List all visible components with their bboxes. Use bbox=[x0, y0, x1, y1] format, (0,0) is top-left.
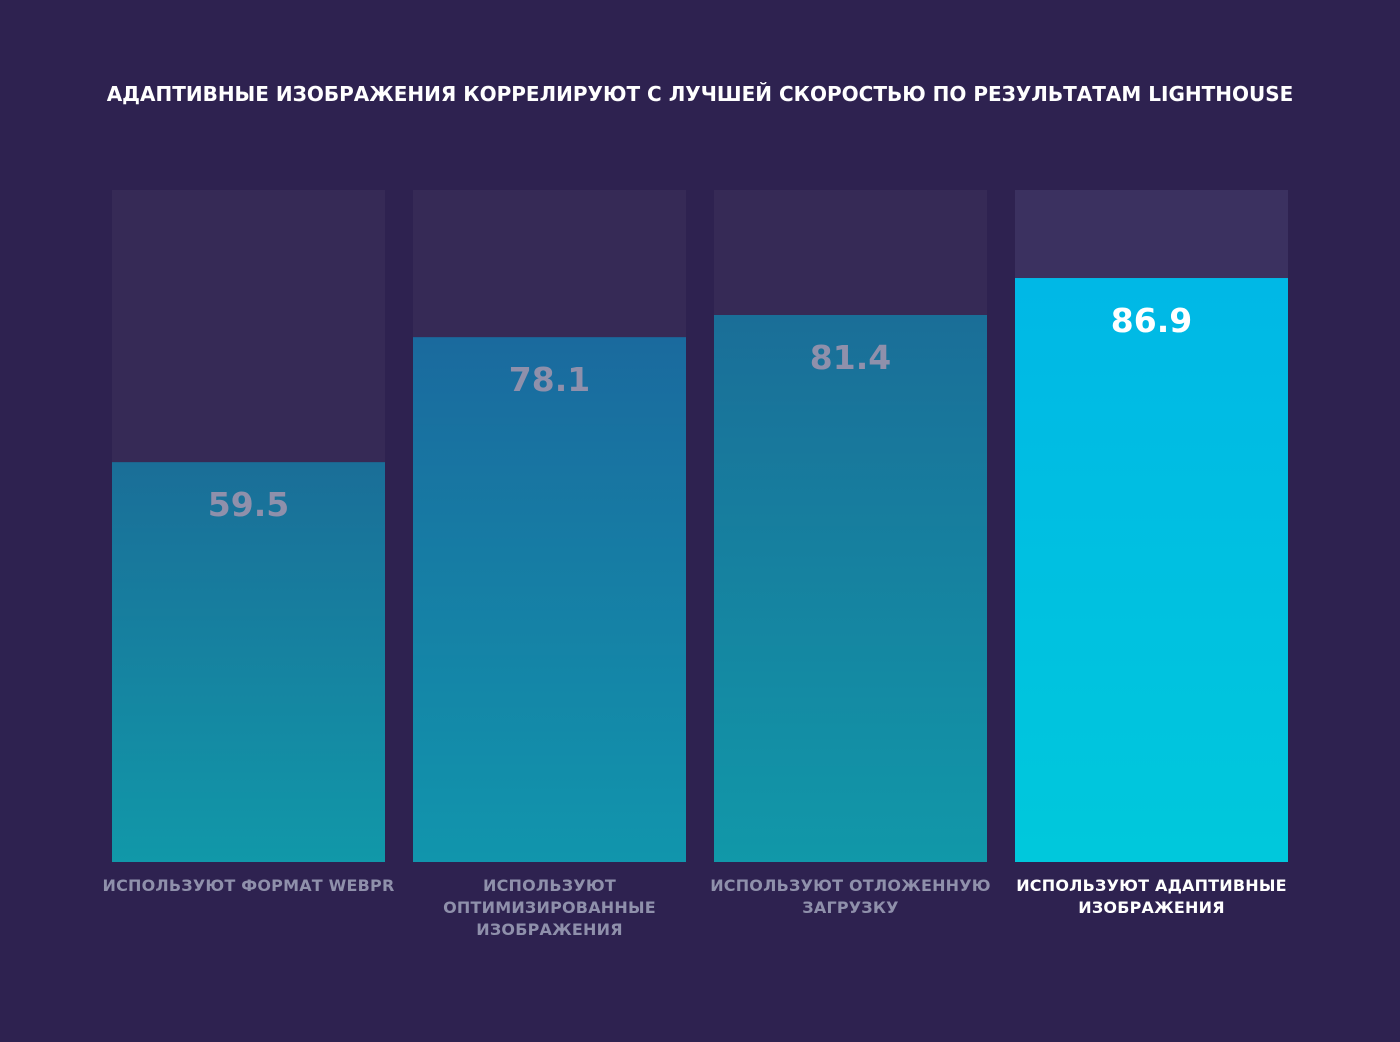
bar-shade bbox=[714, 314, 987, 862]
bar-shade bbox=[1015, 278, 1288, 863]
value-label: 78.1 bbox=[509, 360, 590, 399]
bar-shade bbox=[112, 462, 385, 862]
x-tick-label: ИСПОЛЬЗУЮТ АДАПТИВНЫЕ ИЗОБРАЖЕНИЯ bbox=[1016, 876, 1287, 917]
x-tick-label: ИСПОЛЬЗУЮТ ОТЛОЖЕННУЮ ЗАГРУЗКУ bbox=[710, 876, 991, 917]
value-label: 86.9 bbox=[1111, 301, 1192, 340]
value-label: 81.4 bbox=[810, 338, 891, 377]
value-label: 59.5 bbox=[208, 485, 289, 524]
chart-title: АДАПТИВНЫЕ ИЗОБРАЖЕНИЯ КОРРЕЛИРУЮТ С ЛУЧ… bbox=[106, 82, 1294, 106]
x-tick-label: ИСПОЛЬЗУЮТ ОПТИМИЗИРОВАННЫЕ ИЗОБРАЖЕНИЯ bbox=[443, 876, 656, 939]
x-tick-label: ИСПОЛЬЗУЮТ ФОРМАТ WEBPR bbox=[102, 876, 395, 895]
bar-shade bbox=[413, 337, 686, 863]
